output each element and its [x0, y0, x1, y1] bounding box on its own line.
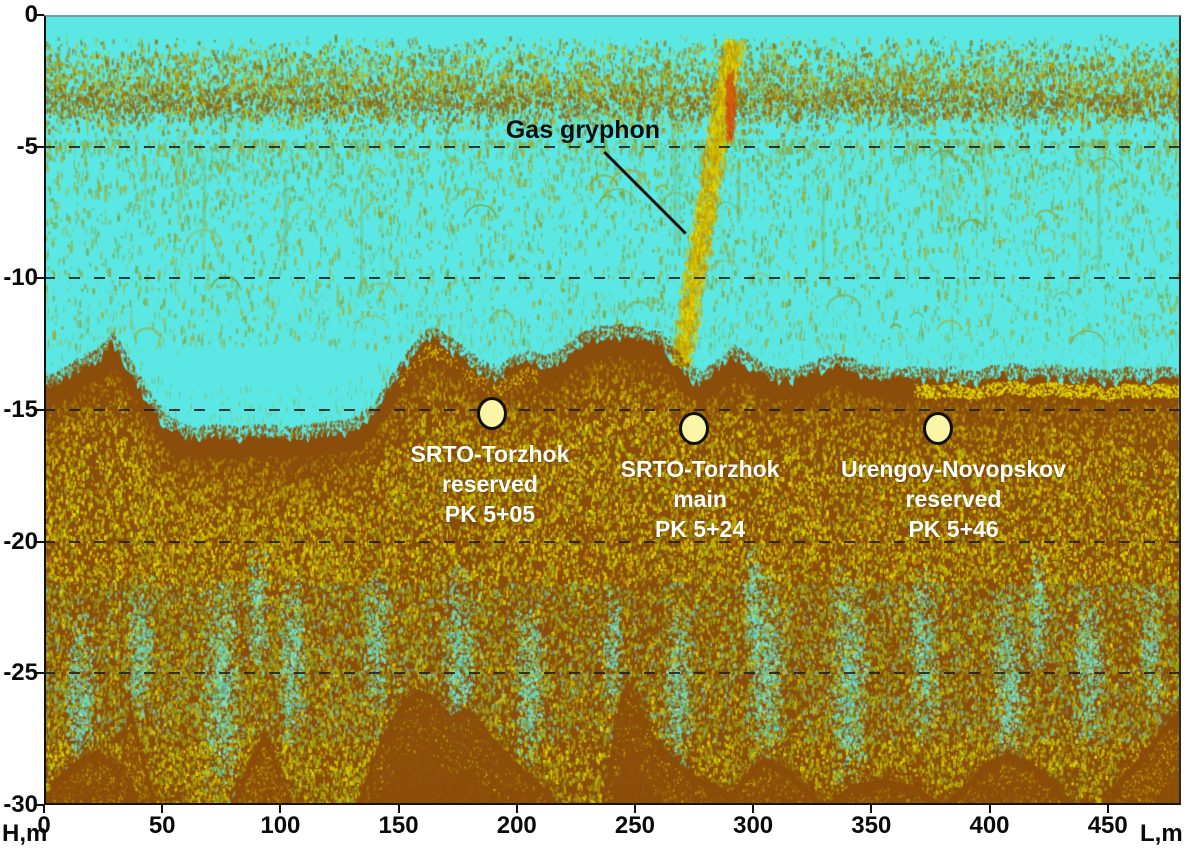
- x-tick-label-300: 300: [733, 812, 774, 839]
- x-tick-100: [279, 805, 282, 813]
- y-tick--15: [36, 409, 44, 411]
- x-tick-450: [1106, 805, 1109, 813]
- y-tick-label--10: -10: [3, 264, 38, 292]
- x-tick-label-50: 50: [148, 812, 176, 839]
- gridline-depth--20: [44, 540, 1181, 543]
- y-tick--25: [36, 672, 44, 675]
- pipeline-label-3: Urengoy-Novopskov reserved PK 5+46: [819, 454, 1089, 544]
- x-tick-250: [633, 805, 636, 813]
- x-tick-50: [161, 805, 164, 813]
- y-tick-label--30: -30: [3, 791, 38, 818]
- pipeline-marker-2: [679, 412, 710, 446]
- y-tick--10: [36, 277, 44, 280]
- y-tick-label--25: -25: [3, 659, 38, 687]
- pipeline-marker-1: [476, 396, 507, 430]
- x-tick-400: [988, 805, 991, 813]
- y-tick-label--15: -15: [3, 396, 38, 423]
- x-tick-label-250: 250: [614, 812, 655, 839]
- x-tick-label-400: 400: [969, 812, 1010, 839]
- y-tick--20: [36, 540, 44, 543]
- x-tick-0: [43, 805, 45, 813]
- pipeline-label-line: main: [673, 486, 727, 513]
- y-tick--5: [36, 145, 44, 148]
- pipeline-label-line: PK 5+24: [654, 516, 746, 543]
- x-tick-300: [752, 805, 755, 813]
- gridline-depth--5: [44, 145, 1181, 148]
- y-axis-unit-label: H,m: [2, 820, 48, 847]
- pipeline-label-line: PK 5+05: [444, 500, 536, 527]
- x-tick-label-150: 150: [378, 812, 419, 839]
- pipeline-label-line: SRTO-Torzhok: [620, 456, 780, 483]
- pipeline-marker-3: [922, 412, 953, 446]
- x-tick-200: [515, 805, 518, 813]
- pipeline-label-1: SRTO-Torzhok reserved PK 5+05: [355, 439, 625, 529]
- gridline-depth--10: [44, 277, 1181, 280]
- x-tick-label-350: 350: [851, 812, 892, 839]
- pipeline-label-line: Urengoy-Novopskov: [841, 456, 1066, 483]
- x-axis-unit-label: L,m: [1140, 820, 1183, 847]
- gridline-depth--25: [44, 672, 1181, 675]
- x-tick-150: [397, 805, 400, 813]
- x-tick-label-0: 0: [37, 812, 51, 839]
- y-tick-label--20: -20: [3, 527, 38, 555]
- y-tick-label-0: 0: [24, 1, 38, 28]
- x-tick-350: [870, 805, 873, 813]
- gas-gryphon-annotation: Gas gryphon: [505, 115, 661, 144]
- y-tick--30: [36, 804, 44, 806]
- x-tick-label-200: 200: [496, 812, 537, 839]
- y-tick-0: [36, 14, 44, 16]
- gridline-depth--15: [44, 409, 1181, 411]
- pipeline-label-line: PK 5+46: [908, 516, 999, 543]
- pipeline-label-line: SRTO-Torzhok: [410, 440, 570, 467]
- x-tick-label-450: 450: [1087, 812, 1128, 839]
- x-tick-label-100: 100: [260, 812, 301, 839]
- pipeline-label-line: reserved: [441, 470, 538, 497]
- pipeline-label-2: SRTO-Torzhok main PK 5+24: [565, 454, 835, 544]
- y-tick-label--5: -5: [16, 132, 38, 160]
- pipeline-label-line: reserved: [905, 486, 1002, 513]
